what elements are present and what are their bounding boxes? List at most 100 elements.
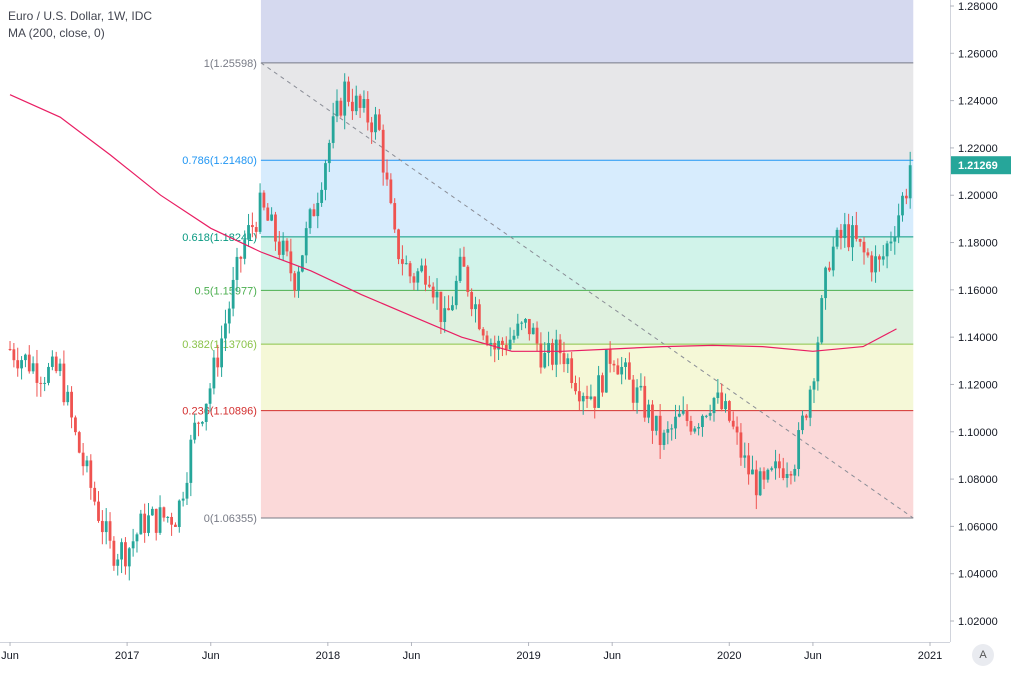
candle-body xyxy=(716,392,720,398)
candle-body xyxy=(443,308,447,323)
candle-body xyxy=(697,427,701,429)
candle-body xyxy=(720,392,724,410)
candle-body xyxy=(66,391,70,403)
candle-body xyxy=(412,276,416,283)
candle-body xyxy=(477,304,481,330)
candle-body xyxy=(8,348,12,350)
candle-body xyxy=(70,391,73,418)
candle-body xyxy=(681,410,685,414)
candle-body xyxy=(174,524,177,527)
candle-body xyxy=(331,116,335,143)
candle-body xyxy=(85,460,89,467)
time-tick-label: 2019 xyxy=(516,650,540,662)
candle-body xyxy=(604,349,608,393)
candle-body xyxy=(47,366,50,383)
price-tick-label: 1.18000 xyxy=(958,238,998,250)
candle-body xyxy=(620,366,624,375)
candle-body xyxy=(639,385,643,388)
candle-body xyxy=(416,271,420,283)
candle-body xyxy=(677,413,681,417)
candle-body xyxy=(362,99,366,108)
fib-level-label: 0.786(1.21480) xyxy=(182,155,257,167)
candle-body xyxy=(631,379,635,403)
candle-body xyxy=(662,432,666,445)
candle-body xyxy=(908,165,912,199)
candle-body xyxy=(543,352,547,368)
candle-body xyxy=(293,273,297,291)
candle-body xyxy=(758,471,762,496)
candle-body xyxy=(227,308,231,324)
candle-body xyxy=(100,520,104,533)
candle-body xyxy=(820,298,824,343)
candle-body xyxy=(485,335,489,345)
ma-200-line xyxy=(9,94,897,352)
candle-body xyxy=(489,342,493,345)
candle-body xyxy=(693,428,697,432)
candle-body xyxy=(689,420,693,432)
candle-body xyxy=(874,256,877,273)
candle-body xyxy=(447,308,450,311)
candle-body xyxy=(789,473,793,476)
candle-body xyxy=(512,335,516,340)
candle-body xyxy=(862,241,866,253)
candle-body xyxy=(504,344,508,350)
price-tick-label: 1.20000 xyxy=(958,190,998,202)
candle-body xyxy=(74,417,77,433)
last-price-label: 1.21269 xyxy=(958,160,998,172)
candle-body xyxy=(401,259,404,264)
candle-body xyxy=(24,354,27,361)
candle-body xyxy=(300,255,304,272)
candle-body xyxy=(781,468,785,478)
candle-body xyxy=(350,101,354,112)
candle-body xyxy=(627,362,631,380)
fib-zone xyxy=(260,410,914,518)
candle-body xyxy=(535,327,539,344)
fib-level-label: 1(1.25598) xyxy=(204,58,257,70)
time-tick-label: Jun xyxy=(403,650,421,662)
candle-body xyxy=(451,305,454,311)
candle-body xyxy=(724,401,727,410)
candle-body xyxy=(31,363,35,372)
candle-body xyxy=(250,225,254,228)
candle-body xyxy=(131,541,135,549)
candle-body xyxy=(808,389,812,418)
candle-body xyxy=(343,81,347,116)
candle-body xyxy=(177,500,181,527)
candle-body xyxy=(866,252,870,256)
time-tick-label: Jun xyxy=(1,650,19,662)
candle-body xyxy=(208,388,212,404)
candle-body xyxy=(404,263,408,265)
candle-body xyxy=(304,228,308,256)
candle-body xyxy=(89,460,93,488)
price-axis-background xyxy=(950,0,1012,670)
candle-body xyxy=(197,422,200,424)
candle-body xyxy=(708,413,712,416)
candle-body xyxy=(612,363,616,366)
candle-body xyxy=(670,428,674,430)
candle-body xyxy=(658,415,662,445)
candle-body xyxy=(527,318,531,335)
auto-scale-button[interactable]: A xyxy=(972,644,994,666)
candle-body xyxy=(793,469,797,476)
candle-body xyxy=(143,513,147,533)
candle-body xyxy=(601,375,604,393)
candle-body xyxy=(901,195,904,216)
candle-body xyxy=(774,461,777,469)
candle-body xyxy=(643,385,647,418)
time-tick-label: 2018 xyxy=(316,650,340,662)
candle-body xyxy=(77,432,81,453)
candle-body xyxy=(554,339,558,365)
candle-body xyxy=(797,430,801,470)
candle-body xyxy=(762,471,766,480)
candle-body xyxy=(885,243,889,257)
fibonacci-retracement[interactable]: 1(1.25598)0.786(1.21480)0.618(1.18241)0.… xyxy=(182,0,914,525)
fib-zone xyxy=(260,290,914,345)
candle-body xyxy=(531,327,535,335)
candle-body xyxy=(701,415,704,428)
candle-body xyxy=(185,482,189,499)
candle-body xyxy=(731,420,735,427)
candle-body xyxy=(878,256,881,260)
